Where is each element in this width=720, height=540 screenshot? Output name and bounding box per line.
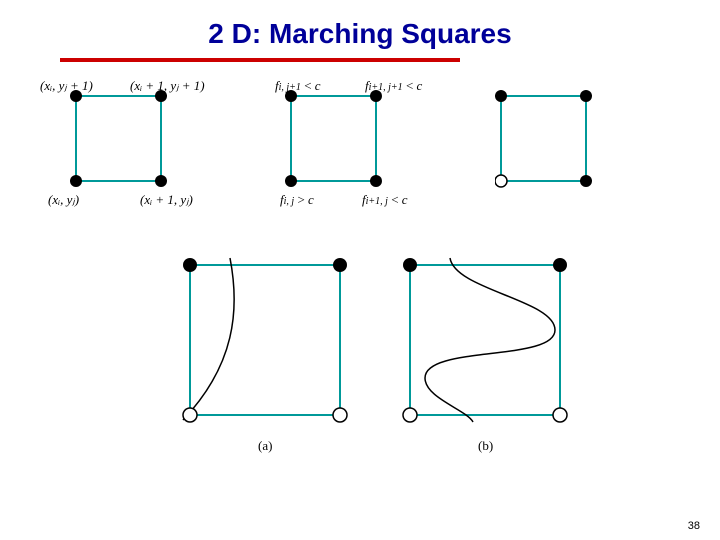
cell-2b [395,250,575,430]
cell-1c [495,90,595,190]
label-1a-br: (xᵢ + 1, yⱼ) [140,192,193,208]
label-1a-tl: (xᵢ, yⱼ + 1) [40,78,93,94]
label-1a-bl: (xᵢ, yⱼ) [48,192,79,208]
cell-1a [70,90,170,190]
cell-1b [285,90,385,190]
title-underline [60,58,460,62]
cell-2a [175,250,355,430]
page-number: 38 [688,520,700,532]
label-1b-br: fi+1, j < c [362,192,408,208]
label-1b-tr: fi+1, j+1 < c [365,78,422,94]
page-title: 2 D: Marching Squares [0,18,720,50]
label-2a: (a) [258,438,272,454]
label-1a-tr: (xᵢ + 1, yⱼ + 1) [130,78,205,94]
label-1b-bl: fi, j > c [280,192,314,208]
label-2b: (b) [478,438,493,454]
label-1b-tl: fi, j+1 < c [275,78,321,94]
